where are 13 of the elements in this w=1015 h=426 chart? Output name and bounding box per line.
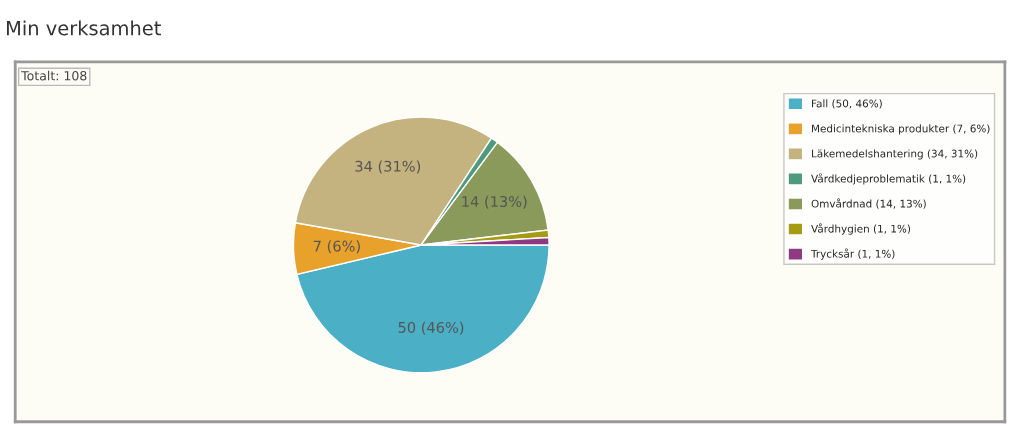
text: Min verksamhet	[6, 20, 161, 36]
data-label: 14 (13%)	[462, 195, 527, 209]
data-label: 34 (31%)	[355, 160, 421, 174]
data-label: 50 (46%)	[398, 321, 464, 335]
legend-label: Vårdkedjeproblematik (1, 1%)	[811, 173, 966, 185]
legend-label: Fall (50, 46%)	[812, 99, 882, 109]
data-label: 7 (6%)	[313, 240, 360, 254]
legend-label: Trycksår (1, 1%)	[810, 248, 895, 260]
legend-label: Omvårdnad (14, 13%)	[811, 198, 926, 209]
legend-label: Läkemedelshantering (34, 31%)	[812, 149, 978, 160]
legend-label: Vårdhygien (1, 1%)	[811, 223, 911, 235]
legend-label: Medicintekniska produkter (7, 6%)	[812, 124, 990, 135]
text: Totalt: 108	[21, 70, 87, 81]
